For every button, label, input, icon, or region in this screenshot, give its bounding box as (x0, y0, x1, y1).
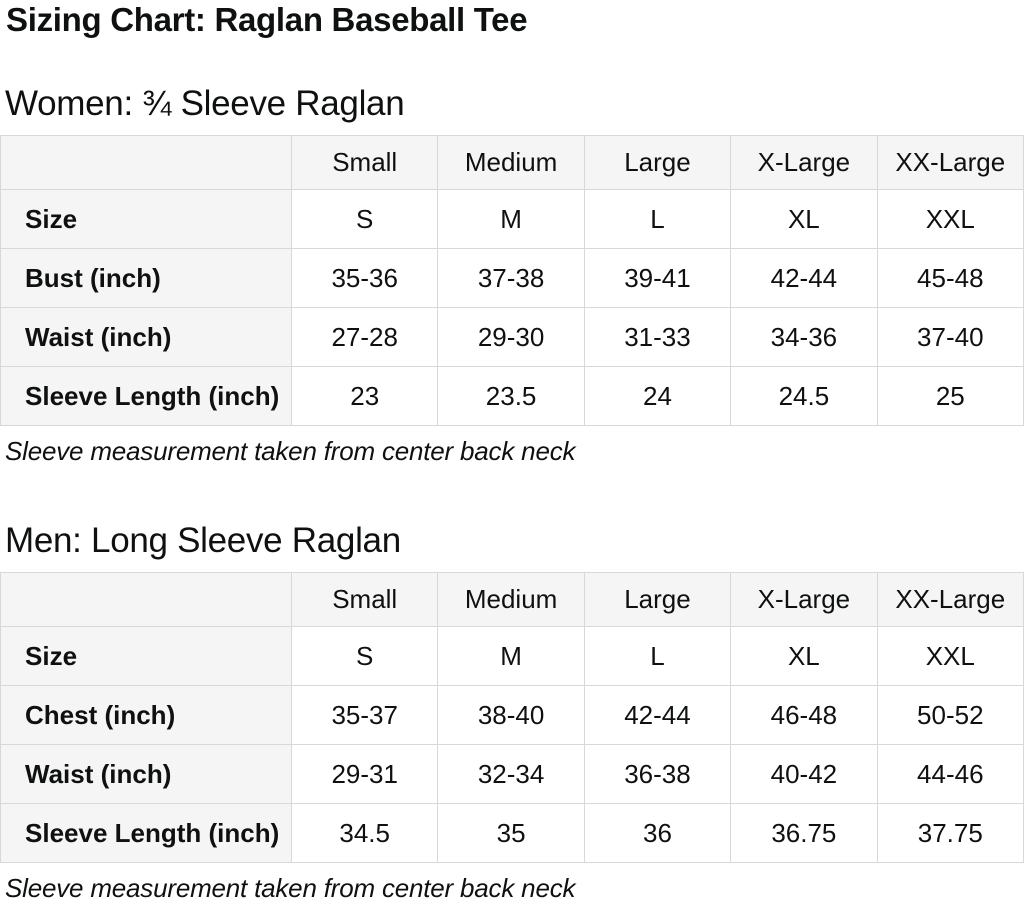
size-value-cell: 25 (876, 366, 1024, 426)
size-value-cell: XXL (876, 189, 1024, 249)
size-value-cell: 42-44 (730, 248, 878, 308)
column-header: Small (290, 572, 439, 627)
size-value-cell: 37.75 (876, 803, 1024, 863)
size-value-cell: 31-33 (583, 307, 732, 367)
row-label: Sleeve Length (inch) (0, 803, 292, 863)
women-sleeve-note: Sleeve measurement taken from center bac… (5, 436, 576, 466)
corner-cell (0, 135, 292, 190)
column-header: XX-Large (876, 572, 1024, 627)
size-value-cell: 45-48 (876, 248, 1024, 308)
men-sizing-section: Men: Long Sleeve Raglan Small Medium Large… (0, 522, 1024, 898)
column-header: Small (290, 135, 439, 190)
size-value-cell: 44-46 (876, 744, 1024, 804)
size-value-cell: 35-36 (290, 248, 439, 308)
table-row: Size S M L XL XXL (0, 189, 1024, 249)
row-label: Sleeve Length (inch) (0, 366, 292, 426)
size-value-cell: 36 (583, 803, 732, 863)
size-value-cell: L (583, 189, 732, 249)
row-label: Chest (inch) (0, 685, 292, 745)
section-heading-women: Women: ¾ Sleeve Raglan (5, 84, 405, 123)
table-row: Sleeve Length (inch) 23 23.5 24 24.5 25 (0, 366, 1024, 426)
row-label: Bust (inch) (0, 248, 292, 308)
size-value-cell: 50-52 (876, 685, 1024, 745)
size-value-cell: 24.5 (730, 366, 878, 426)
row-label: Waist (inch) (0, 307, 292, 367)
size-value-cell: 36-38 (583, 744, 732, 804)
size-value-cell: 34.5 (290, 803, 439, 863)
size-value-cell: XL (730, 626, 878, 686)
size-value-cell: S (290, 626, 439, 686)
men-sleeve-note: Sleeve measurement taken from center bac… (5, 873, 576, 898)
size-value-cell: M (437, 626, 585, 686)
size-value-cell: M (437, 189, 585, 249)
size-value-cell: 39-41 (583, 248, 732, 308)
size-value-cell: 29-31 (290, 744, 439, 804)
size-value-cell: 37-38 (437, 248, 585, 308)
size-value-cell: XL (730, 189, 878, 249)
size-value-cell: S (290, 189, 439, 249)
size-value-cell: 46-48 (730, 685, 878, 745)
table-row: Waist (inch) 27-28 29-30 31-33 34-36 37-40 (0, 307, 1024, 367)
size-value-cell: 38-40 (437, 685, 585, 745)
size-value-cell: 37-40 (876, 307, 1024, 367)
column-header: Large (583, 572, 732, 627)
table-row: Sleeve Length (inch) 34.5 35 36 36.75 37.75 (0, 803, 1024, 863)
size-value-cell: 40-42 (730, 744, 878, 804)
size-value-cell: 42-44 (583, 685, 732, 745)
men-size-table: Small Medium Large X-Large XX-Large Size S M L X… (0, 572, 1024, 863)
size-value-cell: 29-30 (437, 307, 585, 367)
row-label: Waist (inch) (0, 744, 292, 804)
size-value-cell: 36.75 (730, 803, 878, 863)
page-title: Sizing Chart: Raglan Baseball Tee (6, 1, 528, 38)
size-value-cell: 24 (583, 366, 732, 426)
corner-cell (0, 572, 292, 627)
women-table-header-row: Small Medium Large X-Large XX-Large (0, 135, 1024, 190)
size-value-cell: 23 (290, 366, 439, 426)
column-header: Large (583, 135, 732, 190)
men-table-header-row: Small Medium Large X-Large XX-Large (0, 572, 1024, 627)
table-row: Bust (inch) 35-36 37-38 39-41 42-44 45-48 (0, 248, 1024, 308)
column-header: Medium (437, 572, 585, 627)
size-value-cell: 34-36 (730, 307, 878, 367)
size-value-cell: 35-37 (290, 685, 439, 745)
row-label: Size (0, 626, 292, 686)
column-header: X-Large (730, 572, 878, 627)
women-size-table: Small Medium Large X-Large XX-Large Size S M L X… (0, 135, 1024, 426)
column-header: Medium (437, 135, 585, 190)
size-value-cell: XXL (876, 626, 1024, 686)
column-header: XX-Large (876, 135, 1024, 190)
women-sizing-section: Women: ¾ Sleeve Raglan Small Medium Large X… (0, 85, 1024, 465)
column-header: X-Large (730, 135, 878, 190)
size-value-cell: 35 (437, 803, 585, 863)
section-heading-men: Men: Long Sleeve Raglan (5, 521, 401, 560)
table-row: Size S M L XL XXL (0, 626, 1024, 686)
row-label: Size (0, 189, 292, 249)
size-value-cell: 27-28 (290, 307, 439, 367)
size-value-cell: L (583, 626, 732, 686)
size-value-cell: 23.5 (437, 366, 585, 426)
table-row: Waist (inch) 29-31 32-34 36-38 40-42 44-46 (0, 744, 1024, 804)
size-value-cell: 32-34 (437, 744, 585, 804)
table-row: Chest (inch) 35-37 38-40 42-44 46-48 50-52 (0, 685, 1024, 745)
